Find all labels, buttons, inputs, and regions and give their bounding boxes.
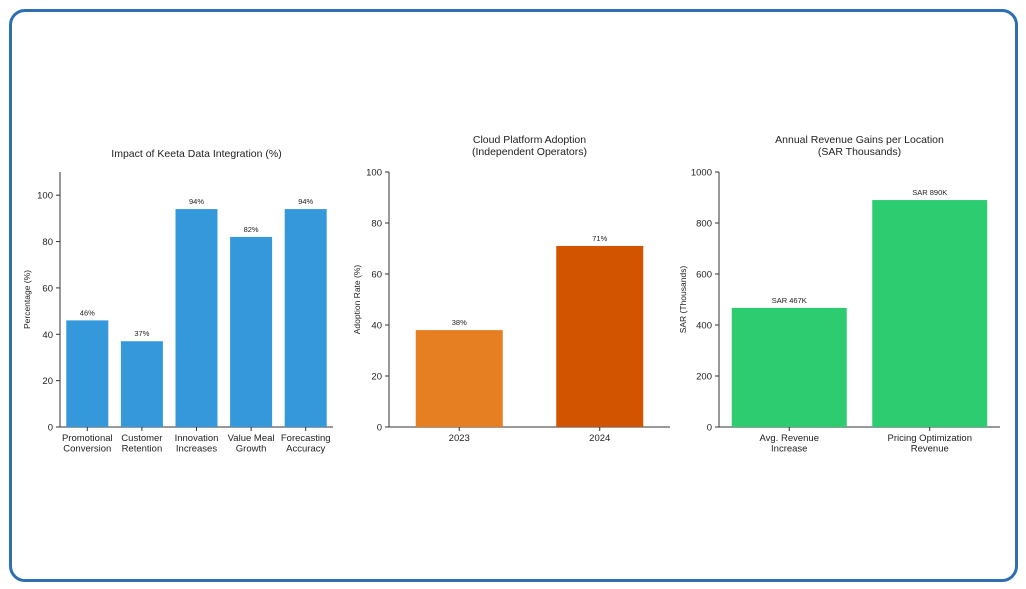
x-tick-label: Retention [122, 444, 163, 455]
chart-title: Annual Revenue Gains per Location [775, 134, 944, 146]
x-tick-label: 2024 [589, 433, 610, 444]
chart-2: Cloud Platform Adoption(Independent Oper… [352, 134, 670, 444]
data-label: 46% [80, 308, 95, 317]
x-tick-label: Customer [121, 433, 162, 444]
y-axis-label: Adoption Rate (%) [352, 265, 362, 335]
x-tick-label: Innovation [175, 433, 219, 444]
x-tick-label: Conversion [63, 444, 111, 455]
x-tick-label: Accuracy [286, 444, 325, 455]
y-tick-label: 80 [371, 219, 382, 230]
y-tick-label: 60 [371, 270, 382, 281]
data-label: 94% [189, 197, 204, 206]
y-axis-label: SAR (Thousands) [678, 266, 688, 334]
y-tick-label: 40 [42, 330, 53, 341]
y-tick-label: 60 [42, 283, 53, 294]
data-label: SAR 467K [772, 296, 807, 305]
y-tick-label: 800 [696, 219, 712, 230]
bar [415, 330, 503, 427]
bar [731, 307, 847, 427]
bar [230, 236, 273, 427]
x-tick-label: Revenue [911, 444, 949, 455]
x-tick-label: Growth [236, 444, 267, 455]
y-tick-label: 40 [371, 321, 382, 332]
y-tick-label: 400 [696, 321, 712, 332]
y-tick-label: 1000 [691, 168, 712, 179]
bar [284, 209, 327, 427]
bar [175, 209, 218, 427]
data-label: 94% [298, 197, 313, 206]
chart-title: (Independent Operators) [472, 146, 587, 158]
y-tick-label: 0 [377, 423, 382, 434]
chart-title: Cloud Platform Adoption [473, 134, 586, 146]
y-tick-label: 100 [37, 191, 53, 202]
bar [556, 245, 644, 427]
y-tick-label: 200 [696, 372, 712, 383]
data-label: 71% [592, 234, 607, 243]
data-label: 37% [134, 329, 149, 338]
y-axis-label: Percentage (%) [22, 270, 32, 329]
y-tick-label: 100 [366, 168, 382, 179]
data-label: SAR 890K [912, 188, 947, 197]
y-tick-label: 600 [696, 270, 712, 281]
bar [872, 200, 988, 427]
x-tick-label: Forecasting [281, 433, 331, 444]
y-tick-label: 20 [371, 372, 382, 383]
chart-title: Impact of Keeta Data Integration (%) [111, 148, 281, 160]
data-label: 82% [244, 225, 259, 234]
chart-3: Annual Revenue Gains per Location(SAR Th… [678, 134, 1000, 455]
chart-1: Impact of Keeta Data Integration (%) 0 20 4… [22, 148, 333, 455]
y-tick-label: 80 [42, 237, 53, 248]
data-label: 38% [452, 318, 467, 327]
x-tick-label: Increase [771, 444, 807, 455]
x-tick-label: Increases [176, 444, 217, 455]
bar [120, 341, 163, 427]
x-tick-label: 2023 [449, 433, 470, 444]
x-tick-label: Value Meal [228, 433, 275, 444]
x-tick-label: Avg. Revenue [759, 433, 819, 444]
chart-title: (SAR Thousands) [818, 146, 901, 158]
x-tick-label: Promotional [62, 433, 113, 444]
x-tick-label: Pricing Optimization [888, 433, 972, 444]
y-tick-label: 0 [707, 423, 712, 434]
bar [66, 320, 109, 427]
y-tick-label: 0 [48, 423, 53, 434]
y-tick-label: 20 [42, 376, 53, 387]
